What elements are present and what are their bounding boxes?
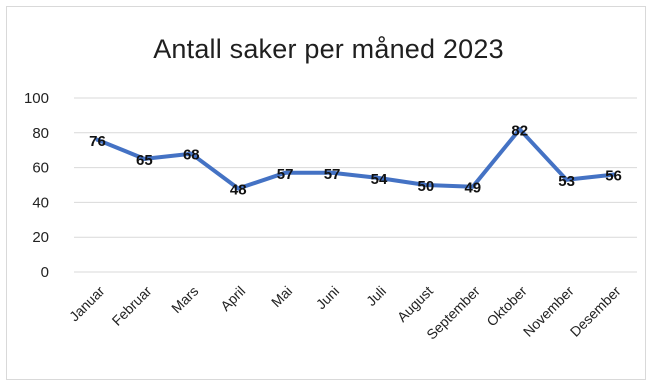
x-tick-label: Mars [168, 283, 201, 316]
data-point [470, 184, 475, 189]
data-label: 57 [324, 166, 341, 183]
data-point [517, 127, 522, 132]
chart-title: Antall saker per måned 2023 [153, 34, 504, 64]
x-tick-label: Februar [109, 283, 155, 329]
y-axis-ticks: 0 20 40 60 80 100 [24, 90, 49, 281]
x-tick-label: August [394, 283, 436, 325]
x-tick-label: Oktober [483, 283, 530, 330]
data-label: 82 [511, 122, 528, 139]
y-tick-label: 60 [32, 160, 49, 177]
y-tick-label: 0 [41, 264, 49, 281]
data-point [330, 170, 335, 175]
x-tick-label: Mai [268, 283, 295, 310]
data-point [611, 172, 616, 177]
x-tick-label: Juni [313, 283, 342, 312]
x-tick-label: April [217, 283, 248, 314]
data-labels: 76 65 68 48 57 57 54 50 49 82 53 56 [89, 122, 622, 198]
data-label: 49 [464, 180, 481, 197]
data-label: 54 [371, 171, 388, 188]
data-point [423, 183, 428, 187]
data-label: 50 [418, 178, 435, 195]
series-group [95, 127, 616, 191]
y-tick-label: 40 [32, 194, 49, 211]
y-tick-label: 80 [32, 125, 49, 142]
data-label: 53 [558, 173, 575, 190]
data-point [376, 176, 381, 181]
x-tick-label: Juli [363, 283, 389, 309]
series-line [95, 127, 616, 191]
data-label: 48 [230, 181, 247, 198]
gridlines [74, 97, 637, 273]
data-point [95, 137, 100, 142]
x-tick-label: Januar [66, 283, 108, 325]
data-label: 57 [277, 166, 294, 183]
data-point [142, 156, 147, 161]
data-point [189, 151, 194, 156]
chart-frame [6, 6, 646, 380]
y-tick-label: 20 [32, 229, 49, 246]
data-label: 68 [183, 147, 200, 164]
data-label: 56 [605, 168, 622, 185]
data-label: 65 [136, 152, 153, 169]
data-point [564, 177, 569, 182]
data-point [283, 170, 288, 175]
x-axis-ticks: Januar Februar Mars April Mai Juni Juli AugustS… [66, 283, 624, 343]
data-point [236, 186, 241, 191]
data-label: 76 [89, 133, 106, 150]
y-tick-label: 100 [24, 90, 49, 107]
x-tick-label: Desember [567, 283, 624, 340]
